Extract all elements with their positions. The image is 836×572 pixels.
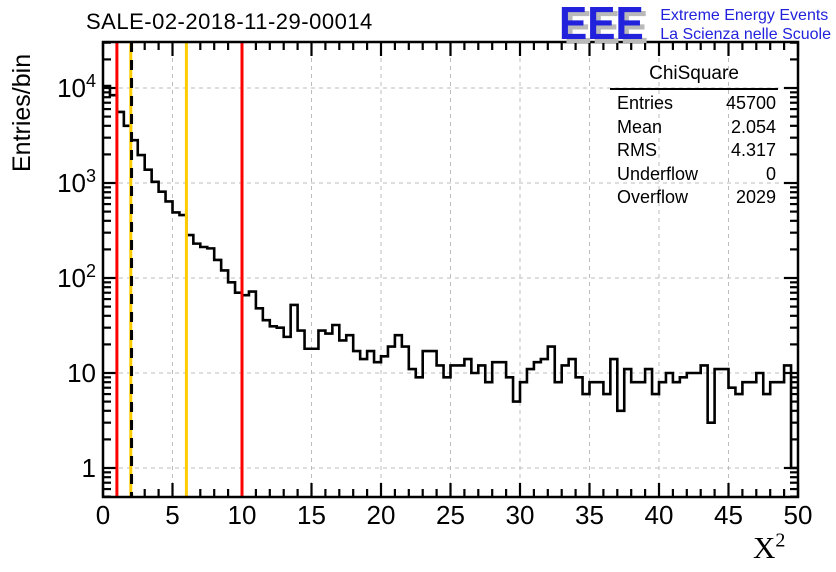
x-tick-label: 15 xyxy=(297,500,326,530)
plot-frame xyxy=(101,40,800,499)
x-tick-label: 20 xyxy=(367,500,396,530)
stats-value: 2029 xyxy=(735,187,776,207)
y-tick-label: 104 xyxy=(57,71,96,103)
x-tick-label: 10 xyxy=(228,500,257,530)
x-tick-label: 40 xyxy=(645,500,674,530)
stats-label: Underflow xyxy=(617,163,699,184)
x-tick-label: 25 xyxy=(436,500,465,530)
stats-box-title: ChiSquare xyxy=(610,63,778,90)
x-tick-label: 50 xyxy=(784,500,813,530)
stats-label: Overflow xyxy=(617,187,689,207)
stats-label: RMS xyxy=(617,140,657,160)
y-tick-label: 10 xyxy=(67,358,96,388)
x-axis-title: X2 xyxy=(753,530,785,566)
stats-value: 4.317 xyxy=(730,140,776,160)
x-tick-label: 0 xyxy=(96,500,110,530)
x-axis-title-base: X xyxy=(753,530,776,565)
eee-logo: EEE Extreme Energy Events La Scienza nel… xyxy=(559,0,831,49)
x-tick-label: 5 xyxy=(165,500,179,530)
eee-logo-line1: Extreme Energy Events xyxy=(660,7,829,24)
y-tick-label: 1 xyxy=(82,453,96,483)
stats-row: RMS 4.317 xyxy=(610,139,778,163)
eee-logo-text: Extreme Energy Events La Scienza nelle S… xyxy=(660,3,831,44)
x-tick-label: 45 xyxy=(714,500,743,530)
x-tick-label: 35 xyxy=(575,500,604,530)
y-tick-label: 102 xyxy=(57,261,96,293)
stats-label: Entries xyxy=(617,93,674,113)
x-tick-label: 30 xyxy=(506,500,535,530)
eee-logo-acronym: EEE xyxy=(559,0,644,49)
stats-row: Entries 45700 xyxy=(610,92,778,116)
stats-row: Overflow 2029 xyxy=(610,186,778,210)
stats-box: ChiSquare Entries 45700 Mean 2.054 RMS 4.317 U… xyxy=(610,63,778,210)
stats-value: 0 xyxy=(765,163,776,184)
stats-box-rows: Entries 45700 Mean 2.054 RMS 4.317 Underflow 0 O… xyxy=(610,90,778,210)
stats-value: 45700 xyxy=(725,93,776,113)
y-axis-title: Entries/bin xyxy=(8,53,36,172)
x-axis-title-exponent: 2 xyxy=(775,529,786,552)
histogram-step-line xyxy=(103,84,798,470)
stats-value: 2.054 xyxy=(730,116,776,137)
eee-logo-line2: La Scienza nelle Scuole xyxy=(660,26,831,43)
stats-row: Mean 2.054 xyxy=(610,116,778,140)
y-tick-label: 103 xyxy=(57,166,96,198)
plot-title: SALE-02-2018-11-29-00014 xyxy=(86,9,373,34)
stats-label: Mean xyxy=(617,116,663,137)
stats-row: Underflow 0 xyxy=(610,163,778,187)
